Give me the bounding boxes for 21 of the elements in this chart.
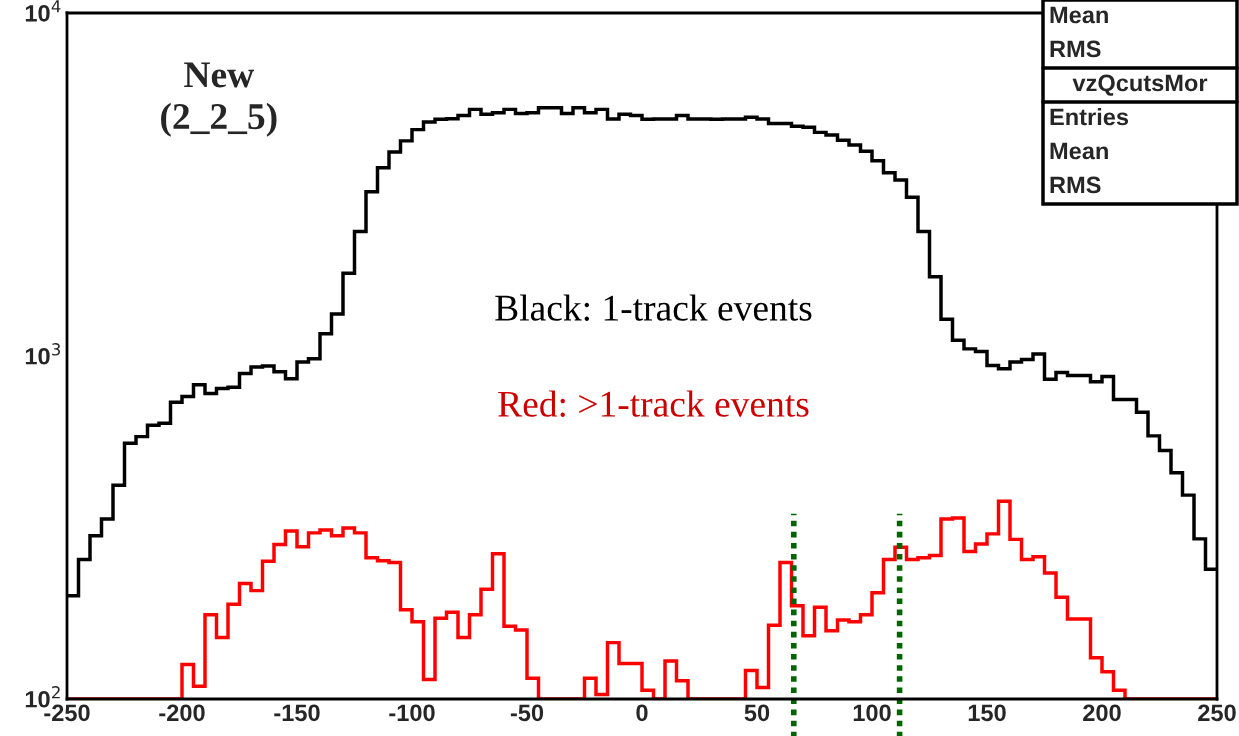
x-tick-label: 100 xyxy=(853,704,891,722)
annotation: RMS xyxy=(1050,176,1101,194)
x-tick-label: -200 xyxy=(159,704,205,722)
y-tick-label: 10$^{3}$ xyxy=(25,343,61,365)
annotation: Mean xyxy=(1050,142,1108,160)
annotation: RMS xyxy=(1050,40,1101,58)
annotation: Black: 1-track events xyxy=(495,294,812,321)
annotation: Mean xyxy=(1050,6,1108,24)
annotation: vzQcutsMor xyxy=(1072,74,1208,96)
x-tick-label: -50 xyxy=(510,704,544,722)
x-tick-label: 150 xyxy=(968,704,1006,722)
x-tick-label: -150 xyxy=(274,704,320,722)
x-tick-label: 250 xyxy=(1198,704,1236,722)
x-tick-label: 200 xyxy=(1083,704,1121,722)
annotation: New (2_2_5) xyxy=(161,62,277,137)
annotation: Entries xyxy=(1050,108,1129,126)
y-tick-label: 10$^{4}$ xyxy=(25,0,61,22)
x-tick-label: -100 xyxy=(389,704,435,722)
x-tick-label: 50 xyxy=(744,704,770,722)
x-tick-label: 0 xyxy=(636,704,648,722)
annotation: Red: >1-track events xyxy=(498,390,809,417)
